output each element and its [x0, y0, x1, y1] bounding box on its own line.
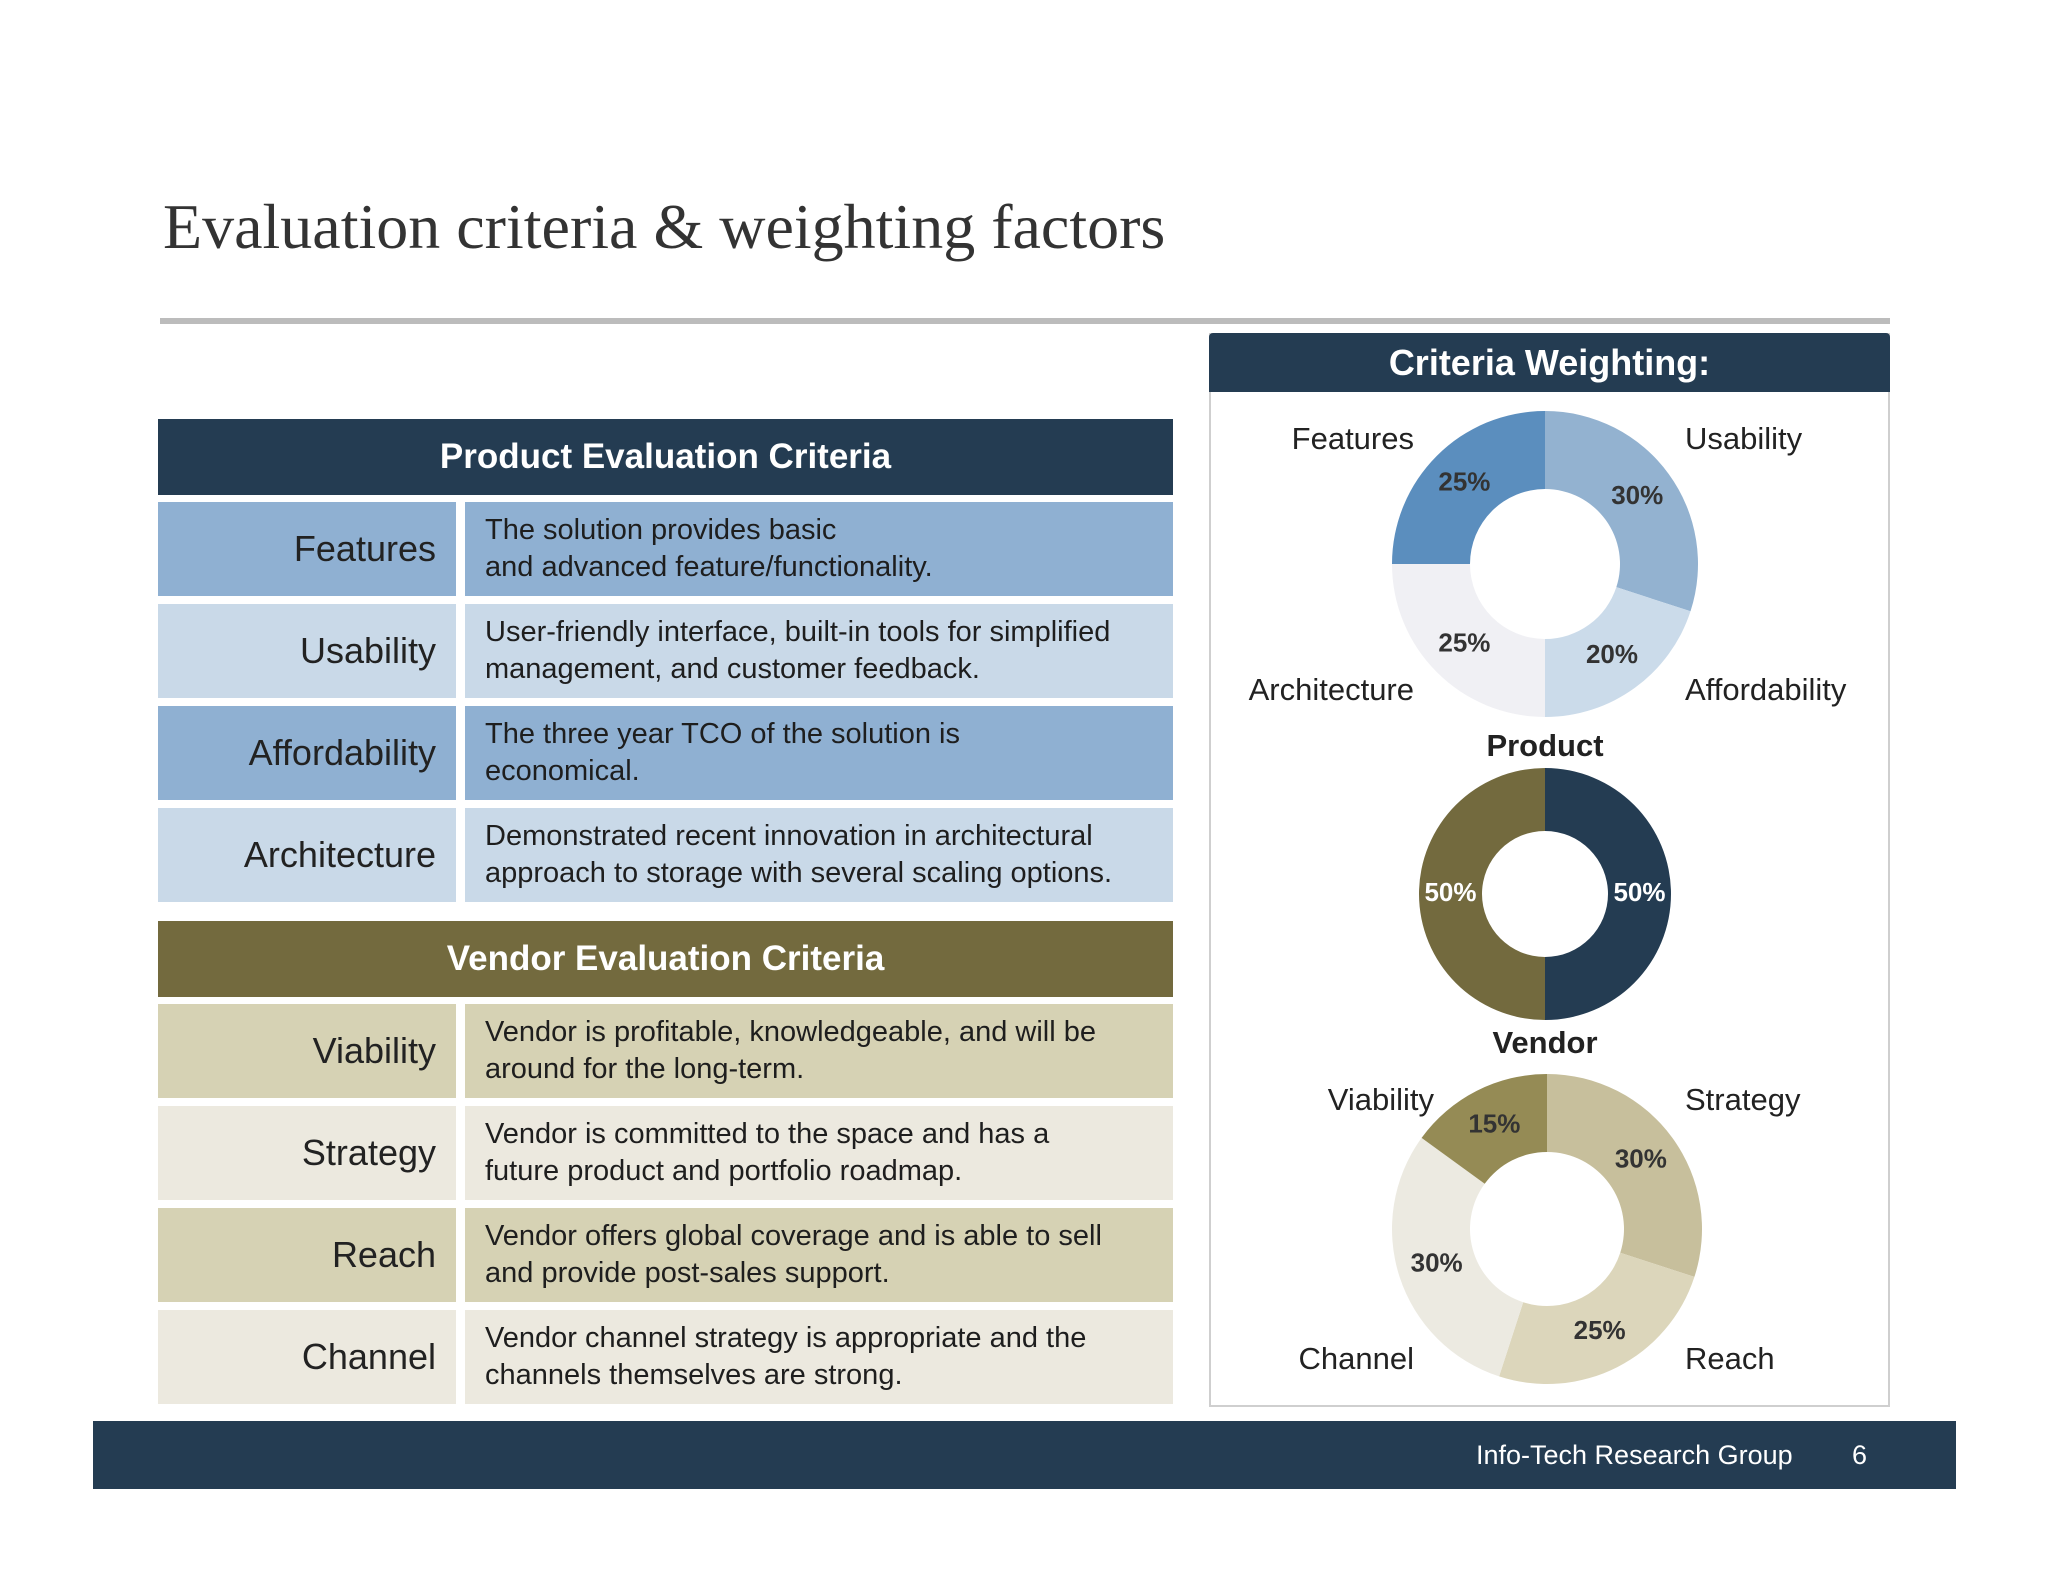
- criteria-name: Strategy: [158, 1106, 456, 1200]
- criteria-weighting-panel: [1209, 333, 1890, 1407]
- criteria-description-line: economical.: [485, 755, 640, 787]
- criteria-row: Architecture Demonstrated recent innovati…: [158, 808, 1173, 902]
- vendor-criteria-header: Vendor Evaluation Criteria: [158, 921, 1173, 997]
- criteria-weighting-header: Criteria Weighting:: [1209, 333, 1890, 392]
- criteria-row: Viability Vendor is profitable, knowledge…: [158, 1004, 1173, 1098]
- criteria-name: Affordability: [158, 706, 456, 800]
- criteria-name: Usability: [158, 604, 456, 698]
- criteria-description-line: and advanced feature/functionality.: [485, 551, 933, 583]
- criteria-description-line: Vendor is profitable, knowledgeable, and…: [485, 1016, 1097, 1048]
- criteria-name: Viability: [158, 1004, 456, 1098]
- criteria-name: Architecture: [158, 808, 456, 902]
- footer-organization: Info-Tech Research Group: [1476, 1440, 1793, 1470]
- criteria-description-line: The solution provides basic: [485, 514, 837, 546]
- page-title: Evaluation criteria & weighting factors: [163, 191, 1166, 262]
- criteria-name: Channel: [158, 1310, 456, 1404]
- criteria-row: Features The solution provides basic and a…: [158, 502, 1173, 596]
- page-number: 6: [1852, 1440, 1868, 1470]
- criteria-description-line: The three year TCO of the solution is: [485, 718, 960, 750]
- criteria-description: Vendor offers global coverage and is abl…: [465, 1208, 1173, 1302]
- criteria-description: Vendor is profitable, knowledgeable, and…: [465, 1004, 1173, 1098]
- criteria-description-line: Vendor is committed to the space and has…: [485, 1118, 1050, 1150]
- criteria-description-line: management, and customer feedback.: [485, 653, 980, 685]
- criteria-description: Vendor channel strategy is appropriate a…: [465, 1310, 1173, 1404]
- criteria-description: User-friendly interface, built-in tools …: [465, 604, 1173, 698]
- criteria-row: Channel Vendor channel strategy is approp…: [158, 1310, 1173, 1404]
- criteria-row: Affordability The three year TCO of the s…: [158, 706, 1173, 800]
- criteria-name: Features: [158, 502, 456, 596]
- product-criteria-header: Product Evaluation Criteria: [158, 419, 1173, 495]
- title-divider: [160, 318, 1890, 324]
- criteria-description-line: User-friendly interface, built-in tools …: [485, 616, 1111, 648]
- criteria-description-line: around for the long-term.: [485, 1053, 805, 1085]
- criteria-name: Reach: [158, 1208, 456, 1302]
- criteria-description: The three year TCO of the solution is eco…: [465, 706, 1173, 800]
- footer-bar: [93, 1421, 1956, 1489]
- criteria-description-line: Vendor channel strategy is appropriate a…: [485, 1322, 1087, 1354]
- criteria-description-line: Demonstrated recent innovation in archit…: [485, 820, 1093, 852]
- criteria-description-line: channels themselves are strong.: [485, 1359, 903, 1391]
- criteria-description-line: future product and portfolio roadmap.: [485, 1155, 963, 1187]
- criteria-description: Vendor is committed to the space and has…: [465, 1106, 1173, 1200]
- criteria-description-line: and provide post-sales support.: [485, 1257, 890, 1289]
- criteria-row: Strategy Vendor is committed to the space…: [158, 1106, 1173, 1200]
- criteria-description-line: Vendor offers global coverage and is abl…: [485, 1220, 1102, 1252]
- criteria-description: Demonstrated recent innovation in archit…: [465, 808, 1173, 902]
- criteria-description: The solution provides basic and advanced …: [465, 502, 1173, 596]
- criteria-description-line: approach to storage with several scaling…: [485, 857, 1113, 889]
- criteria-row: Usability User-friendly interface, built-…: [158, 604, 1173, 698]
- criteria-row: Reach Vendor offers global coverage and i…: [158, 1208, 1173, 1302]
